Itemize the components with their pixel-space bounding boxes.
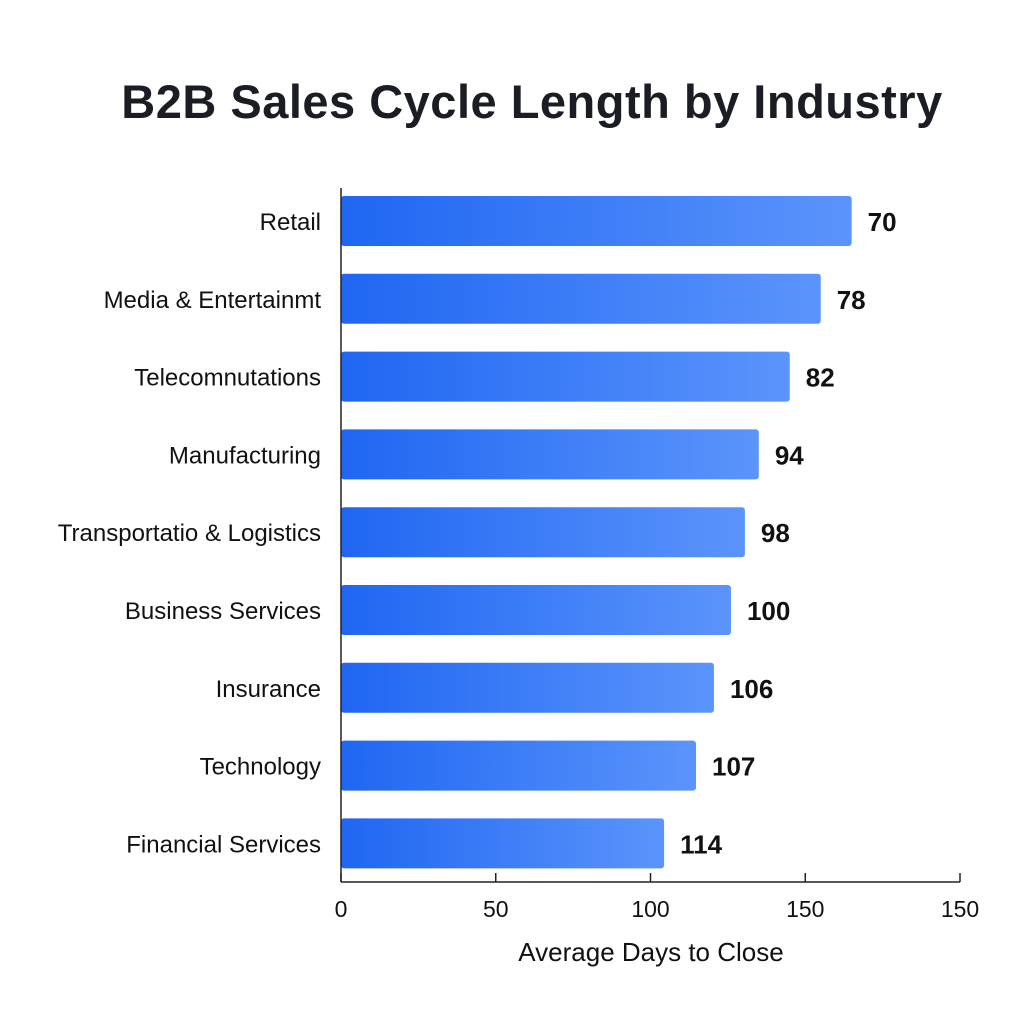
x-tick-label: 50 <box>483 896 509 922</box>
bar <box>341 740 696 791</box>
value-label: 70 <box>868 207 897 237</box>
x-tick-label: 0 <box>335 896 348 922</box>
bar <box>341 429 759 480</box>
category-label: Transportatio & Logistics <box>58 520 321 547</box>
value-label: 100 <box>747 596 790 626</box>
x-axis-label: Average Days to Close <box>518 937 783 967</box>
category-label: Financial Services <box>126 831 321 858</box>
bar <box>341 818 665 869</box>
category-label: Insurance <box>216 676 321 703</box>
value-label: 107 <box>712 752 755 782</box>
x-tick-label: 150 <box>941 896 979 922</box>
category-label: Manufacturing <box>169 442 321 469</box>
category-label: Telecomnutations <box>134 365 321 392</box>
category-label: Technology <box>200 754 321 781</box>
bar <box>341 507 745 558</box>
bar <box>341 585 731 635</box>
value-label: 114 <box>680 829 722 859</box>
bar <box>341 273 821 324</box>
bar <box>341 662 714 713</box>
category-label: Retail <box>260 209 321 236</box>
category-label: Business Services <box>125 598 321 625</box>
bar <box>341 196 852 246</box>
value-label: 98 <box>761 518 790 548</box>
value-label: 78 <box>837 285 866 315</box>
chart-title: B2B Sales Cycle Length by Industry <box>121 75 943 128</box>
category-label: Media & Entertainmt <box>104 287 322 314</box>
x-tick-label: 150 <box>786 896 824 922</box>
value-label: 106 <box>730 674 773 704</box>
x-tick-label: 100 <box>631 896 669 922</box>
value-label: 94 <box>775 440 804 470</box>
value-label: 82 <box>806 363 835 393</box>
bar <box>341 351 790 402</box>
